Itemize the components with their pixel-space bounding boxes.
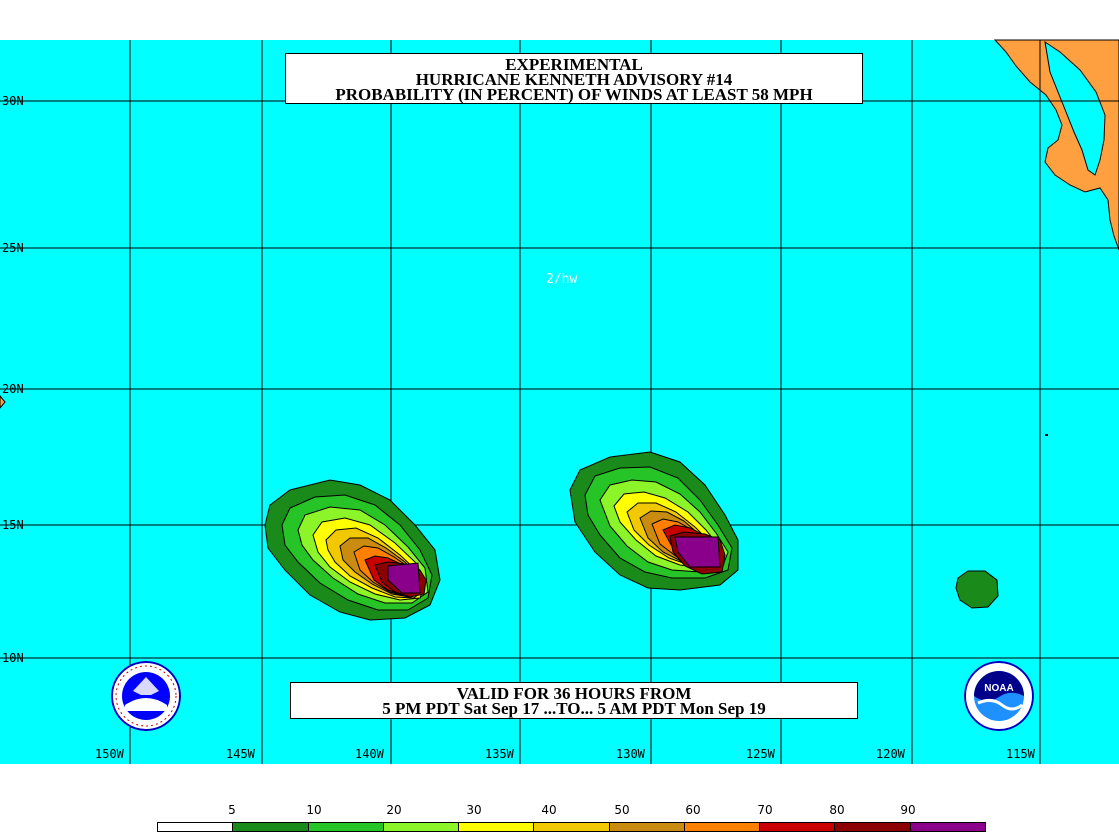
lat-lon-grid: [0, 40, 1119, 764]
legend-label: 70: [757, 803, 773, 817]
lat-label-10n: 10N: [2, 651, 24, 665]
legend-swatch: [233, 823, 309, 831]
land-small: [0, 395, 6, 409]
legend-label: 40: [541, 803, 557, 817]
legend-swatch: [308, 823, 384, 831]
legend-color-bar: [157, 822, 986, 832]
marker-dot: [1045, 434, 1048, 436]
noaa-logo: NOAA: [964, 661, 1034, 731]
lon-label-130w: 130W: [616, 747, 646, 761]
longitude-labels: 150W 145W 140W 135W 130W 125W 120W 115W: [95, 747, 1036, 761]
probability-legend: 5 10 20 30 40 50 60 70 80 90: [157, 803, 986, 833]
legend-swatch: [158, 823, 234, 831]
title-line-2: HURRICANE KENNETH ADVISORY #14: [415, 70, 733, 89]
legend-labels: 5 10 20 30 40 50 60 70 80 90: [157, 803, 986, 817]
legend-label: 20: [386, 803, 402, 817]
lat-label-25n: 25N: [2, 241, 24, 255]
forecaster-credit: 2/hw: [546, 272, 578, 287]
lon-label-150w: 150W: [95, 747, 125, 761]
probability-blob-small: [955, 570, 999, 609]
legend-label: 5: [228, 803, 236, 817]
legend-label: 60: [685, 803, 701, 817]
lat-label-15n: 15N: [2, 518, 24, 532]
valid-line-1: VALID FOR 36 HOURS FROM: [456, 684, 692, 703]
lat-label-30n: 30N: [2, 94, 24, 108]
legend-swatch: [383, 823, 460, 831]
legend-swatch: [684, 823, 761, 831]
legend-label: 30: [466, 803, 482, 817]
lat-label-20n: 20N: [2, 382, 24, 396]
nws-logo: [111, 661, 181, 731]
noaa-logo-text: NOAA: [984, 683, 1013, 694]
latitude-labels: 30N 25N 20N 15N 10N: [2, 94, 24, 665]
legend-swatch: [835, 823, 911, 831]
valid-period-box: VALID FOR 36 HOURS FROM 5 PM PDT Sat Sep…: [290, 682, 858, 719]
ocean: [0, 40, 1119, 764]
lon-label-140w: 140W: [355, 747, 385, 761]
lon-label-125w: 125W: [746, 747, 776, 761]
lon-label-145w: 145W: [226, 747, 256, 761]
valid-line-2: 5 PM PDT Sat Sep 17 ...TO... 5 AM PDT Mo…: [382, 699, 766, 718]
probability-contours-west: [264, 479, 441, 621]
lon-label-135w: 135W: [485, 747, 515, 761]
legend-label: 50: [614, 803, 630, 817]
gulf-of-california: [1044, 40, 1106, 176]
legend-label: 80: [829, 803, 845, 817]
legend-swatch: [910, 823, 985, 831]
legend-label: 10: [306, 803, 322, 817]
legend-label: 90: [900, 803, 916, 817]
lon-label-120w: 120W: [876, 747, 906, 761]
legend-swatch: [760, 823, 836, 831]
probability-contours-east: [569, 451, 739, 591]
title-line-1: EXPERIMENTAL: [505, 55, 643, 74]
lon-label-115w: 115W: [1006, 747, 1036, 761]
legend-swatch: [609, 823, 685, 831]
legend-swatch: [534, 823, 610, 831]
map-title: EXPERIMENTAL HURRICANE KENNETH ADVISORY …: [285, 53, 863, 104]
legend-swatch: [459, 823, 535, 831]
title-line-3: PROBABILITY (IN PERCENT) OF WINDS AT LEA…: [335, 85, 813, 104]
